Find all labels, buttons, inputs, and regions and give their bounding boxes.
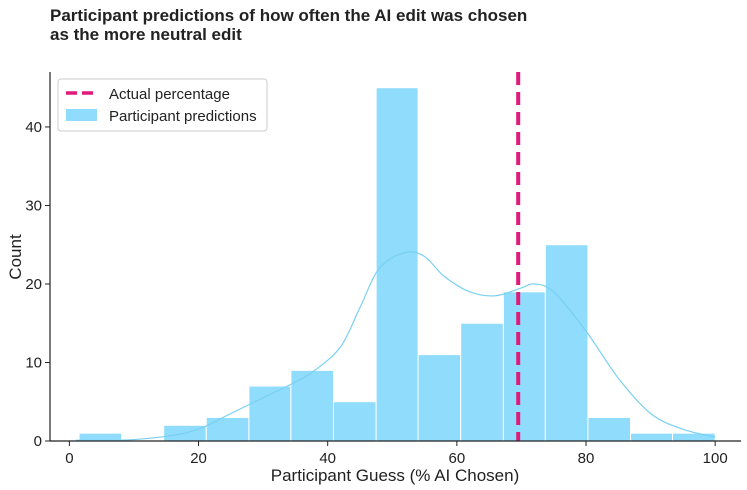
ticks-layer: 0 20 40 60 80 100 0 10 20 30 40 [25,119,727,467]
chart-title: Participant predictions of how often the… [50,6,528,44]
bars-layer [78,87,716,442]
legend-box [57,78,268,132]
histogram-bar [290,369,335,442]
histogram-bar [333,401,377,442]
x-tick-label: 20 [190,450,207,467]
legend-label-actual: Actual percentage [109,86,230,103]
kde-curve [75,251,716,442]
histogram-bar [587,416,632,442]
y-tick-label: 30 [25,197,42,214]
histogram-bar [502,291,546,442]
legend-patch-key [66,109,97,121]
histogram-bar [205,416,250,442]
y-axis-label: Count [6,234,25,280]
histogram-bar [460,322,504,442]
histogram-bar [630,432,674,442]
y-tick-label: 40 [25,119,42,136]
histogram-bar [417,354,462,442]
y-tick-label: 20 [25,276,42,293]
y-tick-label: 0 [34,433,42,450]
x-axis-label: Participant Guess (% AI Chosen) [271,466,520,485]
x-tick-label: 100 [703,450,728,467]
histogram-bar [672,432,716,442]
y-tick-label: 10 [25,354,42,371]
legend-label-predictions: Participant predictions [109,108,257,125]
x-tick-label: 80 [578,450,595,467]
histogram-bar [544,244,589,442]
x-tick-label: 60 [449,450,466,467]
x-tick-label: 40 [319,450,336,467]
legend: Actual percentage Participant prediction… [57,78,268,132]
x-tick-label: 0 [65,450,73,467]
